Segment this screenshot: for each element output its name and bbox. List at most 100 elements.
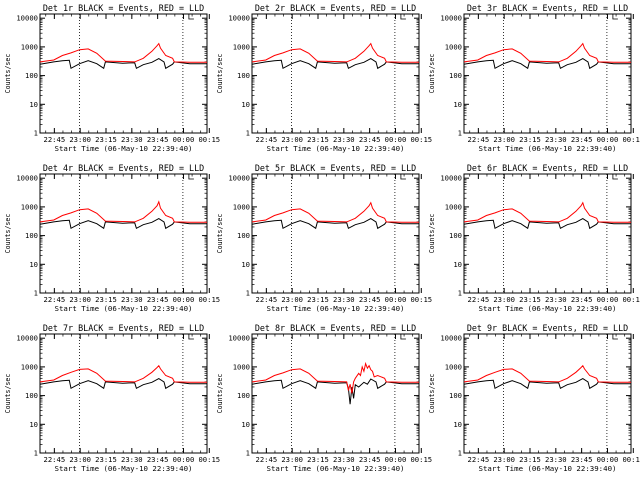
y-tick-label: 1000	[21, 362, 38, 371]
y-tick-label: 10000	[440, 14, 462, 23]
x-tick-label: 23:45	[359, 455, 381, 464]
x-tick-label: 23:30	[121, 295, 143, 304]
interval-bracket	[188, 334, 194, 340]
panel-title: Det 7r BLACK = Events, RED = LLD	[43, 323, 204, 333]
x-tick-label: 00:15	[410, 135, 432, 144]
panel-1: Det 1r BLACK = Events, RED = LLD 1 10 100 10…	[4, 3, 220, 153]
x-tick-label: 23:15	[307, 455, 329, 464]
lld-series-line	[463, 364, 631, 383]
x-tick-label: 22:45	[44, 455, 66, 464]
y-tick-label: 10	[453, 100, 462, 109]
y-tick-label: 10000	[228, 174, 250, 183]
x-axis-label: Start Time (06-May-10 22:39:40)	[55, 144, 193, 153]
panel-8: Det 8r BLACK = Events, RED = LLD 1 10 100 10…	[216, 323, 432, 473]
y-tick-label: 1000	[233, 362, 250, 371]
x-axis-label: Start Time (06-May-10 22:39:40)	[479, 144, 617, 153]
events-series-line	[39, 218, 207, 230]
x-tick-label: 23:00	[69, 135, 91, 144]
panel-4: Det 4r BLACK = Events, RED = LLD 1 10 100 10…	[4, 163, 220, 313]
x-tick-label: 23:00	[69, 455, 91, 464]
x-axis-label: Start Time (06-May-10 22:39:40)	[267, 304, 405, 313]
lld-series-line	[39, 42, 207, 63]
events-series-line	[463, 378, 631, 390]
y-axis-label: Counts/sec	[216, 374, 224, 414]
y-axis-label: Counts/sec	[4, 54, 12, 94]
x-tick-label: 00:15	[198, 455, 220, 464]
x-tick-label: 23:00	[69, 295, 91, 304]
y-tick-label: 100	[449, 71, 462, 80]
panel-7: Det 7r BLACK = Events, RED = LLD 1 10 100 10…	[4, 323, 220, 473]
y-tick-label: 1000	[445, 202, 462, 211]
y-tick-label: 1000	[21, 42, 38, 51]
panel-title: Det 1r BLACK = Events, RED = LLD	[43, 3, 204, 13]
events-series-line	[463, 218, 631, 230]
lld-series-line	[39, 364, 207, 383]
y-tick-label: 1	[246, 129, 250, 138]
x-tick-label: 00:15	[410, 295, 432, 304]
y-tick-label: 1000	[233, 202, 250, 211]
y-axis-label: Counts/sec	[4, 374, 12, 414]
interval-bracket	[612, 14, 618, 20]
panel-title: Det 6r BLACK = Events, RED = LLD	[467, 163, 628, 173]
y-tick-label: 1	[34, 289, 38, 298]
y-axis-label: Counts/sec	[216, 54, 224, 94]
plot-frame	[463, 13, 632, 134]
x-tick-label: 23:30	[333, 135, 355, 144]
plot-frame	[251, 173, 420, 294]
x-tick-label: 23:15	[95, 295, 117, 304]
x-tick-label: 00:00	[597, 455, 619, 464]
y-tick-label: 100	[25, 391, 38, 400]
x-axis-label: Start Time (06-May-10 22:39:40)	[55, 464, 193, 473]
y-axis-label: Counts/sec	[216, 214, 224, 254]
y-tick-label: 10000	[16, 334, 38, 343]
x-tick-label: 00:00	[173, 295, 195, 304]
x-axis-label: Start Time (06-May-10 22:39:40)	[479, 464, 617, 473]
x-tick-label: 23:15	[95, 135, 117, 144]
x-tick-label: 22:45	[468, 455, 490, 464]
events-series-line	[39, 378, 207, 390]
plot-frame	[39, 13, 208, 134]
y-tick-label: 10	[453, 260, 462, 269]
panel-title: Det 9r BLACK = Events, RED = LLD	[467, 323, 628, 333]
x-tick-label: 00:00	[173, 455, 195, 464]
x-tick-label: 00:00	[173, 135, 195, 144]
x-tick-label: 22:45	[44, 295, 66, 304]
y-tick-label: 100	[449, 231, 462, 240]
x-tick-label: 23:00	[493, 455, 515, 464]
x-tick-label: 00:00	[385, 135, 407, 144]
y-tick-label: 1000	[445, 362, 462, 371]
interval-bracket	[612, 174, 618, 180]
x-tick-label: 00:15	[198, 295, 220, 304]
y-tick-label: 100	[237, 71, 250, 80]
y-axis-label: Counts/sec	[4, 214, 12, 254]
x-tick-label: 22:45	[256, 295, 278, 304]
x-axis-label: Start Time (06-May-10 22:39:40)	[267, 464, 405, 473]
x-tick-label: 23:30	[545, 295, 567, 304]
x-tick-label: 23:00	[281, 135, 303, 144]
y-tick-label: 100	[237, 231, 250, 240]
y-tick-label: 10	[241, 420, 250, 429]
y-tick-label: 100	[25, 71, 38, 80]
x-tick-label: 23:45	[571, 295, 593, 304]
y-axis-label: Counts/sec	[428, 54, 436, 94]
lld-series-line	[463, 201, 631, 223]
x-tick-label: 23:15	[519, 295, 541, 304]
y-tick-label: 10	[29, 260, 38, 269]
x-tick-label: 00:15	[622, 135, 640, 144]
y-tick-label: 10000	[440, 334, 462, 343]
y-tick-label: 100	[25, 231, 38, 240]
interval-bracket	[400, 334, 406, 340]
x-tick-label: 23:15	[95, 455, 117, 464]
x-axis-label: Start Time (06-May-10 22:39:40)	[479, 304, 617, 313]
panel-6: Det 6r BLACK = Events, RED = LLD 1 10 100 10…	[428, 163, 640, 313]
x-tick-label: 00:00	[597, 135, 619, 144]
x-tick-label: 22:45	[468, 135, 490, 144]
y-tick-label: 1	[458, 449, 462, 458]
x-tick-label: 00:15	[198, 135, 220, 144]
panel-title: Det 5r BLACK = Events, RED = LLD	[255, 163, 416, 173]
x-tick-label: 23:30	[545, 455, 567, 464]
panel-title: Det 4r BLACK = Events, RED = LLD	[43, 163, 204, 173]
x-tick-label: 22:45	[256, 135, 278, 144]
panel-title: Det 2r BLACK = Events, RED = LLD	[255, 3, 416, 13]
